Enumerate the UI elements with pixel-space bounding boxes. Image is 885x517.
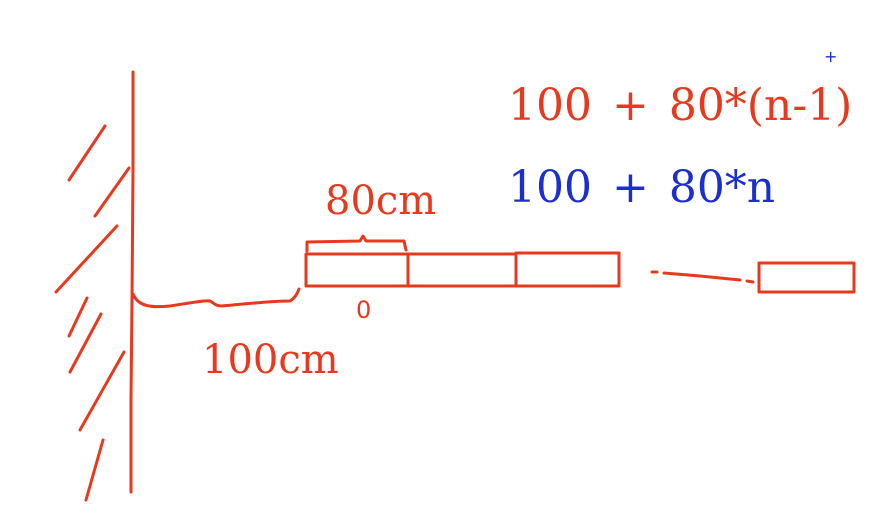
- gap-brace: [131, 287, 301, 309]
- tile-2: [406, 252, 518, 288]
- formula-blue: 100 + 80*n: [508, 162, 776, 213]
- tile-n: [757, 261, 856, 294]
- formula-red: 100 + 80*(n-1): [508, 80, 853, 131]
- tile-width-brace: [305, 234, 408, 253]
- tile-3: [514, 251, 621, 288]
- plus-mark: +: [824, 47, 838, 66]
- tile-1: [304, 252, 410, 288]
- wall-hatching: [54, 124, 131, 502]
- continuation-dash: [650, 270, 755, 284]
- tile-width-label: 80cm: [325, 178, 437, 224]
- gap-length-label: 100cm: [202, 337, 339, 383]
- wall: [54, 70, 135, 502]
- wall-line: [129, 70, 135, 494]
- tile-row: [304, 251, 856, 294]
- tile-index-mark: 0: [356, 296, 372, 324]
